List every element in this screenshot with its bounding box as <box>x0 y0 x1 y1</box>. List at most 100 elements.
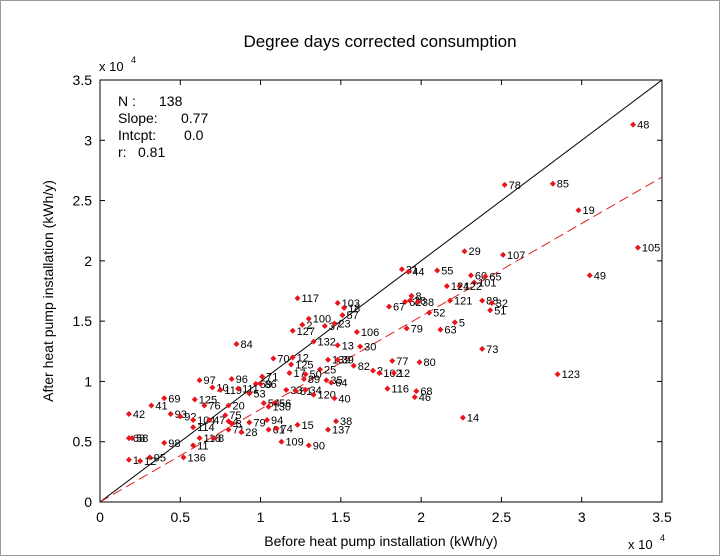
point-label: 120 <box>318 390 336 402</box>
data-point <box>413 388 420 395</box>
data-point <box>334 356 341 363</box>
data-point <box>137 458 144 465</box>
point-label: 98 <box>168 438 180 450</box>
y-tick-label: 2 <box>84 253 92 269</box>
data-point <box>459 414 466 421</box>
y-tick-label: 0 <box>84 494 92 510</box>
point-label: 38 <box>340 416 352 428</box>
data-point <box>286 369 293 376</box>
data-point <box>273 425 280 432</box>
point-label: 63 <box>444 325 456 337</box>
point-label: 78 <box>509 180 521 192</box>
data-point <box>125 456 132 463</box>
point-label: 15 <box>302 420 314 432</box>
data-point <box>482 273 489 280</box>
point-label: 39 <box>342 355 354 367</box>
x-multiplier-exponent: 4 <box>660 533 665 543</box>
data-point <box>292 388 299 395</box>
data-point <box>586 272 593 279</box>
point-label: 106 <box>361 327 379 339</box>
data-point <box>416 359 423 366</box>
data-point <box>549 180 556 187</box>
data-point <box>209 384 216 391</box>
point-label: 75 <box>229 410 241 422</box>
point-label: 17 <box>293 368 305 380</box>
point-label: 19 <box>583 205 595 217</box>
y-multiplier: x 10 4 <box>99 55 136 74</box>
stat-value: 138 <box>159 93 183 109</box>
data-point <box>211 435 218 442</box>
point-label: 69 <box>168 393 180 405</box>
data-point <box>500 251 507 258</box>
point-label: 49 <box>594 270 606 282</box>
data-point <box>402 298 409 305</box>
y-tick-label: 1 <box>84 373 92 389</box>
data-point <box>196 435 203 442</box>
data-point <box>437 326 444 333</box>
data-point <box>369 367 376 374</box>
stat-value: 0.81 <box>138 144 165 160</box>
stat-value: 0.0 <box>184 127 204 143</box>
x-tick-label: 2.5 <box>492 509 512 525</box>
data-point <box>350 362 357 369</box>
y-tick-label: 2.5 <box>73 193 93 209</box>
data-point <box>201 402 208 409</box>
data-point <box>575 207 582 214</box>
data-point <box>265 403 272 410</box>
point-label: 127 <box>297 326 315 338</box>
data-point <box>125 410 132 417</box>
point-label: 82 <box>358 361 370 373</box>
data-point <box>411 394 418 401</box>
data-point <box>233 341 240 348</box>
point-label: 38 <box>422 297 434 309</box>
data-point <box>191 396 198 403</box>
point-label: 14 <box>467 413 479 425</box>
data-point <box>630 121 637 128</box>
data-point <box>146 454 153 461</box>
data-point <box>283 386 290 393</box>
data-point <box>238 429 245 436</box>
point-label: 35 <box>330 375 342 387</box>
point-label: 29 <box>468 246 480 258</box>
data-point <box>353 328 360 335</box>
data-point <box>294 421 301 428</box>
point-label: 1 <box>133 455 139 467</box>
point-label: 41 <box>155 401 167 413</box>
point-label: 12 <box>144 456 156 468</box>
data-point <box>434 267 441 274</box>
data-point <box>305 315 312 322</box>
y-tick-label: 3.5 <box>73 72 93 88</box>
point-label: 80 <box>424 357 436 369</box>
y-multiplier-base: x 10 <box>99 59 124 74</box>
data-point <box>334 342 341 349</box>
point-label: 55 <box>441 266 453 278</box>
data-point <box>246 390 253 397</box>
y-tick-label: 1.5 <box>73 313 93 329</box>
point-label: 42 <box>133 409 145 421</box>
y-multiplier-exponent: 4 <box>131 55 136 65</box>
data-point <box>263 417 270 424</box>
data-point <box>278 438 285 445</box>
data-point <box>310 391 317 398</box>
x-multiplier-base: x 10 <box>628 537 653 552</box>
point-label: 85 <box>557 179 569 191</box>
data-point <box>426 309 433 316</box>
point-label: 100 <box>313 314 331 326</box>
point-label: 122 <box>464 281 482 293</box>
y-axis-label: After heat pump installation (kWh/y) <box>40 180 56 402</box>
data-point <box>406 297 413 304</box>
stat-label: Slope: <box>118 110 158 126</box>
data-point <box>289 327 296 334</box>
data-point <box>323 377 330 384</box>
point-label: 79 <box>411 323 423 335</box>
point-label: 8 <box>416 291 422 303</box>
data-point <box>125 435 132 442</box>
point-label: 65 <box>489 272 501 284</box>
data-point <box>554 371 561 378</box>
point-label: 59 <box>260 379 272 391</box>
stat-value: 0.77 <box>181 110 208 126</box>
point-label: 109 <box>285 437 303 449</box>
stat-label: r: <box>118 144 127 160</box>
data-point <box>376 369 383 376</box>
